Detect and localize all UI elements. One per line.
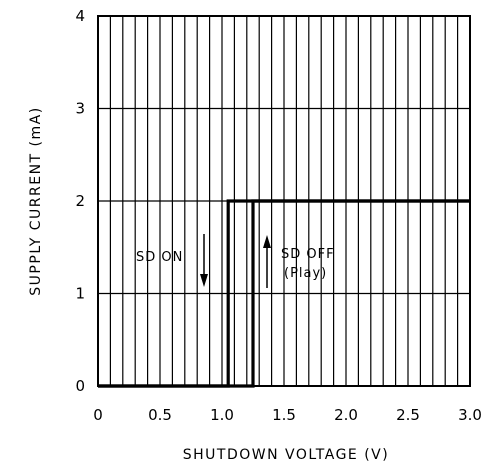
- annotation-sd-off-sublabel: (Play): [284, 266, 327, 281]
- y-tick-label: 0: [75, 377, 85, 395]
- x-axis-label: SHUTDOWN VOLTAGE (V): [183, 447, 389, 463]
- y-tick-labels: 0 1 2 3 4: [75, 7, 85, 395]
- down-arrow-head-icon: [200, 274, 208, 287]
- y-tick-label: 4: [75, 7, 85, 25]
- annotation-sd-off: SD OFF (Play): [263, 235, 335, 288]
- annotation-sd-off-label: SD OFF: [281, 247, 335, 262]
- x-tick-label: 0.5: [148, 406, 172, 424]
- x-tick-label: 1.5: [272, 406, 296, 424]
- annotation-sd-on: SD ON: [136, 234, 208, 287]
- y-tick-label: 1: [75, 285, 85, 303]
- x-tick-label: 1.0: [210, 406, 234, 424]
- x-tick-label: 0: [93, 406, 103, 424]
- x-tick-labels: 0 0.5 1.0 1.5 2.0 2.5 3.0: [93, 406, 482, 424]
- x-tick-label: 3.0: [458, 406, 482, 424]
- series-layer: [98, 199, 470, 388]
- y-tick-label: 2: [75, 192, 85, 210]
- x-tick-label: 2.0: [334, 406, 358, 424]
- up-arrow-head-icon: [263, 235, 271, 248]
- x-tick-label: 2.5: [396, 406, 420, 424]
- annotation-sd-on-label: SD ON: [136, 250, 183, 265]
- y-axis-label: SUPPLY CURRENT (mA): [28, 106, 44, 295]
- y-tick-label: 3: [75, 100, 85, 118]
- series-line-sd-off: [98, 199, 470, 388]
